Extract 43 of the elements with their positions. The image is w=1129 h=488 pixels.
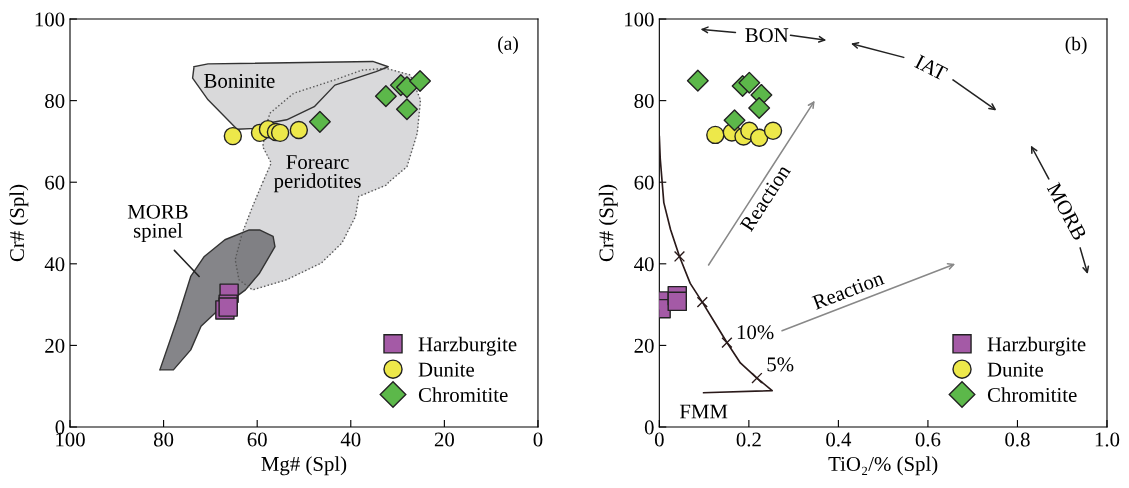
- x-tick-label: 0.2: [736, 432, 761, 447]
- annotation: 10%: [737, 325, 774, 340]
- annotation: IAT: [914, 54, 949, 81]
- y-tick-label: 60: [634, 175, 654, 190]
- x-tick-label: 1.0: [1095, 432, 1120, 447]
- annotation: 5%: [767, 357, 794, 372]
- annotation: BON: [745, 28, 789, 43]
- legend-label: Dunite: [418, 362, 474, 377]
- annotation: Reaction: [811, 270, 885, 310]
- annotation: Forearc peridotites: [273, 155, 361, 193]
- x-tick-label: 80: [153, 432, 174, 447]
- annotation: MORB spinel: [127, 204, 188, 242]
- x-tick-label: 0.4: [826, 432, 852, 447]
- x-tick-label: 20: [434, 432, 454, 447]
- series-label: FMM: [679, 404, 728, 419]
- y-tick-label: 20: [45, 338, 65, 353]
- y-tick-label: 100: [625, 12, 654, 27]
- y-axis-title: Cr# (Spl): [598, 184, 618, 262]
- x-axis-title: TiO₂/% (Spl): [828, 456, 938, 476]
- legend-label: Harzburgite: [987, 336, 1086, 356]
- annotation: (b): [1065, 36, 1087, 55]
- annotation: (a): [498, 36, 518, 54]
- y-tick-label: 0: [644, 420, 654, 435]
- legend-label: Chromitite: [987, 387, 1077, 402]
- y-tick-label: 80: [634, 94, 654, 109]
- x-tick-label: 40: [340, 432, 361, 447]
- y-tick-label: 60: [45, 175, 65, 190]
- annotation: Boninite: [204, 73, 275, 88]
- legend-label: Dunite: [987, 362, 1044, 377]
- legend-label: Chromitite: [418, 387, 508, 402]
- legend-label: Harzburgite: [418, 336, 517, 356]
- y-tick-label: 80: [45, 94, 65, 109]
- y-axis-title: Cr# (Spl): [9, 184, 29, 262]
- x-tick-label: 0.8: [1005, 432, 1030, 447]
- x-tick-label: 0.6: [915, 432, 941, 447]
- y-tick-label: 40: [44, 257, 65, 272]
- x-tick-label: 0: [654, 432, 664, 447]
- y-tick-label: 20: [634, 338, 654, 353]
- x-tick-label: 60: [247, 432, 267, 447]
- x-axis-title: Mg# (Spl): [261, 456, 347, 476]
- y-tick-label: 100: [35, 12, 65, 27]
- x-tick-label: 0: [533, 432, 543, 447]
- y-tick-label: 40: [634, 257, 654, 272]
